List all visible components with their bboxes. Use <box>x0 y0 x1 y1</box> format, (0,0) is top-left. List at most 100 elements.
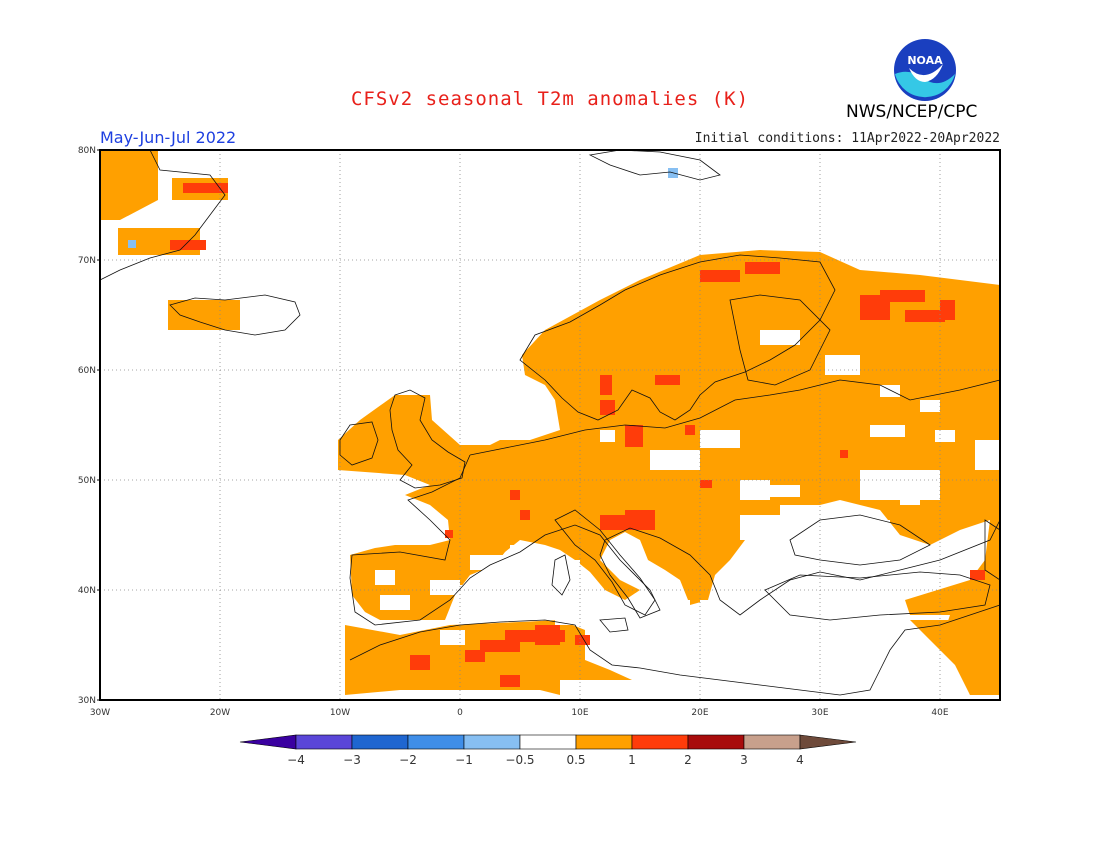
colorbar-tick-label: 2 <box>684 753 692 767</box>
coastlines <box>99 149 1001 696</box>
anomaly-cell-1-2 <box>880 290 925 302</box>
anomaly-cell-1-2 <box>625 425 643 447</box>
anomaly-cell-1-2 <box>575 635 590 645</box>
anomaly-cell-1-2 <box>535 625 560 645</box>
anomaly-cell-1-2 <box>745 262 780 274</box>
anomaly-cell-0.5-1 <box>910 620 1000 695</box>
anomaly-cell-1-2 <box>655 375 680 385</box>
forecast-period: May-Jun-Jul 2022 <box>100 128 237 147</box>
colorbar: −4 −3 −2 −1 −0.5 0.5 1 2 3 4 <box>239 734 857 767</box>
lon-tick-label: 10W <box>330 708 350 718</box>
colorbar-left-arrow <box>239 734 297 750</box>
anomaly-cell-1-2 <box>445 530 453 538</box>
colorbar-segment <box>575 734 633 750</box>
colorbar-tick-label: −0.5 <box>505 753 534 767</box>
anomaly-cell-neutral <box>375 570 395 585</box>
anomaly-cell-1-2 <box>465 650 485 662</box>
anomaly-cell-neutral <box>650 450 700 470</box>
anomaly-cell-neutral <box>920 400 940 412</box>
anomaly-cell-1-2 <box>970 570 985 580</box>
initial-conditions: Initial conditions: 11Apr2022-20Apr2022 <box>694 131 1000 146</box>
anomaly-cell-neutral <box>740 515 795 540</box>
anomaly-cell-neutral <box>935 430 955 442</box>
anomaly-cell-neutral <box>700 630 900 700</box>
anomaly-cell-neutral <box>555 600 600 625</box>
colorbar-tick-label: −1 <box>455 753 473 767</box>
anomaly-cell-neutral <box>700 600 730 630</box>
anomaly-cell-neutral <box>830 520 890 550</box>
colorbar-right-arrow <box>799 734 857 750</box>
map-title: CFSv2 seasonal T2m anomalies (K) <box>350 88 750 110</box>
anomaly-cell-neutral <box>440 630 465 645</box>
anomaly-cell-1-2 <box>183 183 228 193</box>
anomaly-cell-neutral <box>900 485 920 505</box>
anomaly-cell-1-2 <box>840 450 848 458</box>
anomaly-cell-1-2 <box>685 425 695 435</box>
anomaly-cell-0.5-1 <box>168 300 240 330</box>
anomaly-cell-neutral <box>700 430 740 448</box>
anomaly-cell-1-2 <box>480 640 520 652</box>
colorbar-segment <box>351 734 409 750</box>
colorbar-tick-label: 0.5 <box>566 753 585 767</box>
anomaly-cell-1-2 <box>700 270 740 282</box>
anomaly-cell-neutral <box>510 545 540 555</box>
anomaly-cell-neutral <box>660 600 690 625</box>
anomaly-cell-1-2 <box>510 490 520 500</box>
lon-tick-label: 40E <box>931 708 948 718</box>
anomaly-cell-1-2 <box>500 675 520 687</box>
anomaly-cell-neutral <box>800 600 900 620</box>
lat-tick-label: 50N <box>78 476 96 486</box>
lat-tick-label: 60N <box>78 366 96 376</box>
colorbar-tick-label: 1 <box>628 753 636 767</box>
anomaly-cell-neutral <box>880 385 900 397</box>
lon-tick-label: 30W <box>90 708 110 718</box>
colorbar-tick-label: 3 <box>740 753 748 767</box>
anomaly-cell-cool <box>128 240 136 248</box>
colorbar-segment <box>687 734 745 750</box>
anomaly-cell-neutral <box>460 585 475 605</box>
anomaly-cell-1-2 <box>170 240 206 250</box>
anomaly-cell-neutral <box>760 330 800 345</box>
anomaly-cell-neutral <box>540 560 580 590</box>
lat-tick-label: 70N <box>78 256 96 266</box>
anomaly-cell-neutral <box>600 600 625 620</box>
colorbar-segment <box>295 734 353 750</box>
colorbar-tick-label: −4 <box>287 753 305 767</box>
lat-tick-label: 30N <box>78 696 96 706</box>
latitude-labels: 80N 70N 60N 50N 40N 30N <box>78 146 100 706</box>
lat-tick-label: 40N <box>78 586 96 596</box>
colorbar-segment <box>743 734 801 750</box>
anomaly-cell-neutral <box>600 430 615 442</box>
map-frame <box>99 149 1001 701</box>
colorbar-segment <box>463 734 521 750</box>
colorbar-tick-label: −2 <box>399 753 417 767</box>
lon-tick-label: 0 <box>457 708 463 718</box>
lon-tick-label: 30E <box>811 708 828 718</box>
lon-tick-label: 20W <box>210 708 230 718</box>
anomaly-cell-neutral <box>495 570 520 590</box>
agency-label: NWS/NCEP/CPC <box>846 102 978 122</box>
anomaly-cell-1-2 <box>600 400 615 415</box>
longitude-labels: 30W 20W 10W 0 10E 20E 30E 40E <box>90 708 949 718</box>
lon-tick-label: 10E <box>571 708 588 718</box>
noaa-logo-text: NOAA <box>907 54 943 67</box>
anomaly-cell-neutral <box>380 595 410 610</box>
anomaly-cell-neutral <box>870 425 905 437</box>
lat-tick-label: 80N <box>78 146 96 156</box>
anomaly-cell-neutral <box>470 555 510 570</box>
anomaly-cell-neutral <box>560 680 700 700</box>
noaa-logo: NOAA <box>894 39 956 101</box>
anomaly-cell-neutral <box>760 485 800 497</box>
anomaly-cell-1-2 <box>905 310 945 322</box>
anomaly-cell-1-2 <box>700 480 712 488</box>
colorbar-tick-label: −3 <box>343 753 361 767</box>
colorbar-segment <box>519 734 577 750</box>
colorbar-segment <box>631 734 689 750</box>
colorbar-segment <box>407 734 465 750</box>
colorbar-tick-label: 4 <box>796 753 804 767</box>
anomaly-cell-1-2 <box>410 655 430 670</box>
anomaly-cell-1-2 <box>520 510 530 520</box>
anomaly-cell-1-2 <box>600 375 612 395</box>
anomaly-cell-neutral <box>825 355 860 375</box>
